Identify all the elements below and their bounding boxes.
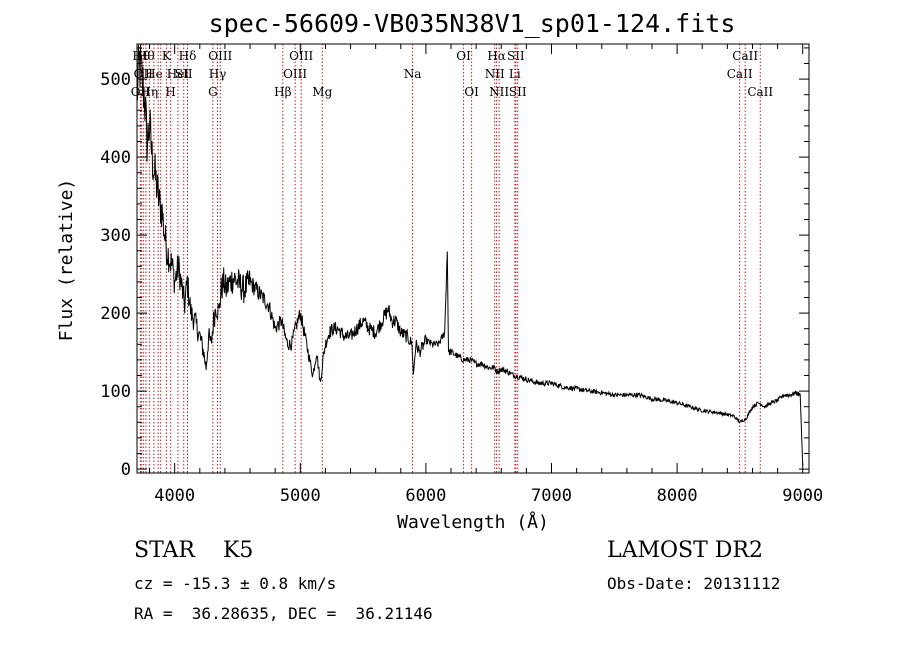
- line-marker-label: SII: [507, 49, 525, 63]
- axis-ticks: 4000 5000 6000 7000 8000 9000 0 100 200 300 400 500: [100, 44, 823, 506]
- spectrum-line: [136, 44, 804, 466]
- redshift-text: cz = -15.3 ± 0.8 km/s: [134, 574, 337, 593]
- line-marker-label: K: [162, 49, 172, 63]
- x-tick-label: 6000: [405, 486, 446, 506]
- line-marker-label: NII: [489, 85, 509, 99]
- line-marker-label: OI: [464, 85, 479, 99]
- line-marker-label: CaII: [747, 85, 773, 99]
- line-marker-label: Hα: [487, 49, 506, 63]
- line-marker-label: OIII: [283, 67, 307, 81]
- line-marker-label: Mg: [312, 85, 332, 99]
- x-axis-label: Wavelength (Å): [397, 511, 549, 533]
- line-marker-label: Hη: [140, 85, 158, 99]
- obs-date: Obs-Date: 20131112: [607, 574, 781, 593]
- line-marker-label: OIII: [208, 49, 232, 63]
- line-marker-label: Hβ: [274, 85, 291, 99]
- x-tick-label: 5000: [280, 486, 321, 506]
- y-tick-label: 500: [100, 70, 131, 90]
- y-tick-label: 100: [100, 382, 131, 402]
- x-tick-label: 7000: [531, 486, 572, 506]
- coordinates-text: RA = 36.28635, DEC = 36.21146: [134, 604, 433, 623]
- line-marker-label: HeI: [167, 67, 190, 81]
- line-marker-label: Li: [509, 67, 521, 81]
- x-tick-label: 8000: [657, 486, 698, 506]
- line-marker-label: OI: [456, 49, 471, 63]
- line-marker-label: OII: [131, 85, 151, 99]
- x-tick-label: 4000: [154, 486, 195, 506]
- x-tick-label: 9000: [782, 486, 823, 506]
- line-marker-label: He: [145, 67, 163, 81]
- line-marker-label: CaII: [727, 67, 753, 81]
- plot-area: [136, 44, 804, 466]
- plot-frame: [136, 43, 810, 474]
- survey-name: LAMOST DR2: [607, 538, 763, 563]
- line-marker-label: Hδ: [179, 49, 197, 63]
- y-axis-label: Flux (relative): [56, 179, 77, 342]
- line-marker-label: H: [165, 85, 175, 99]
- line-marker-label: Hγ: [209, 67, 227, 81]
- y-tick-label: 300: [100, 226, 131, 246]
- y-tick-label: 0: [121, 460, 131, 480]
- chart-title: spec-56609-VB035N38V1_sp01-124.fits: [209, 9, 736, 38]
- y-tick-label: 400: [100, 148, 131, 168]
- line-markers: OIIHθOIIHθHηHeKHHeISIIHδGHγOIIIHβOIIIOII…: [131, 44, 773, 473]
- line-marker-label: SII: [509, 85, 527, 99]
- line-marker-label: SII: [175, 67, 193, 81]
- line-marker-label: G: [208, 85, 218, 99]
- line-marker-label: NII: [485, 67, 505, 81]
- line-marker-label: OIII: [289, 49, 313, 63]
- y-tick-label: 200: [100, 304, 131, 324]
- object-class: STAR K5: [134, 538, 254, 563]
- line-marker-label: CaII: [732, 49, 758, 63]
- line-marker-label: Na: [404, 67, 422, 81]
